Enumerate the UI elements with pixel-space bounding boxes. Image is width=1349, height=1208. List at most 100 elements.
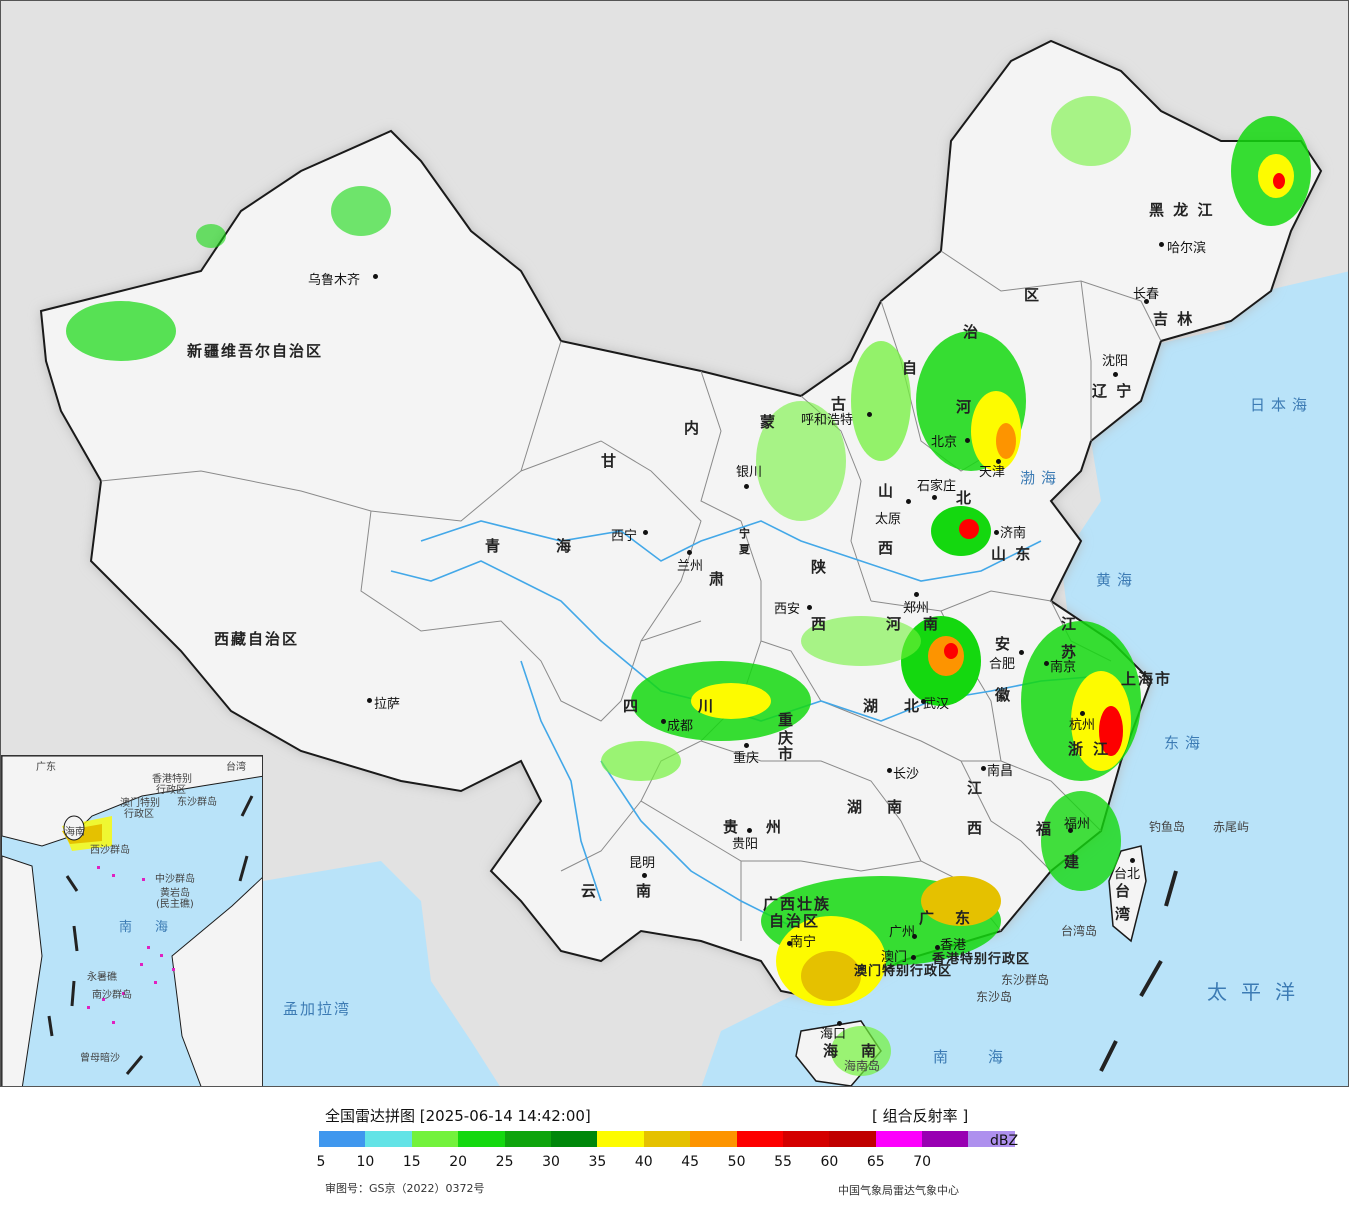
province-label-ningxia-1: 宁 bbox=[739, 527, 752, 540]
echo-xinjiang bbox=[66, 186, 391, 361]
province-borders bbox=[100, 250, 1162, 941]
city-label-taiyuan[interactable]: 太原 bbox=[875, 512, 902, 527]
province-label-meng: 蒙 bbox=[760, 413, 778, 431]
inset-label-dongsha: 东沙群岛 bbox=[177, 797, 217, 808]
tick-label: 20 bbox=[449, 1154, 468, 1170]
island-label-dongsha-island: 东沙岛 bbox=[976, 990, 1013, 1004]
province-label-liaoning: 辽 宁 bbox=[1092, 382, 1134, 400]
city-dot-fuzhou bbox=[1068, 828, 1073, 833]
province-label-guangdong-2: 东 bbox=[955, 909, 973, 927]
tick-label: 65 bbox=[866, 1154, 885, 1170]
province-label-anhui-2: 徽 bbox=[995, 686, 1013, 704]
sea-east bbox=[701, 301, 1348, 1086]
province-label-chongqing-2: 庆 bbox=[778, 729, 796, 747]
province-label-henan-2: 南 bbox=[923, 615, 941, 633]
city-label-nanning[interactable]: 南宁 bbox=[790, 935, 817, 950]
south-china-sea-inset[interactable]: 广东 台湾 香港特别 行政区 澳门特别 行政区 海南 西沙群岛 中沙群岛 黄岩岛… bbox=[1, 755, 263, 1086]
city-label-chongqing[interactable]: 重庆 bbox=[733, 751, 760, 766]
mosaic-title: 全国雷达拼图 [2025-06-14 14:42:00] bbox=[325, 1107, 591, 1125]
tick-label: 25 bbox=[495, 1154, 514, 1170]
city-dot-tianjin bbox=[996, 459, 1001, 464]
province-label-henan-1: 河 bbox=[886, 615, 904, 633]
city-label-lanzhou[interactable]: 兰州 bbox=[677, 559, 704, 574]
province-label-taiwan-2: 湾 bbox=[1115, 905, 1133, 923]
legend-panel: 全国雷达拼图 [2025-06-14 14:42:00] [ 组合反射率 ] d… bbox=[0, 1087, 1349, 1208]
island-label-hainan: 海南岛 bbox=[844, 1059, 881, 1073]
city-dot-guangzhou bbox=[912, 934, 917, 939]
city-label-lhasa[interactable]: 拉萨 bbox=[374, 697, 401, 712]
province-label-hainan-1: 海 bbox=[823, 1042, 841, 1060]
province-label-hunan-2: 南 bbox=[887, 798, 905, 816]
island-label-diaoyu: 钓鱼岛 bbox=[1149, 820, 1186, 834]
city-dot-kunming bbox=[642, 873, 647, 878]
province-label-sichuan-2: 川 bbox=[698, 697, 716, 715]
city-label-nanchang[interactable]: 南昌 bbox=[987, 764, 1014, 779]
city-label-yinchuan[interactable]: 银川 bbox=[736, 465, 763, 480]
inset-canvas bbox=[2, 756, 262, 1086]
city-label-tianjin[interactable]: 天津 bbox=[979, 465, 1006, 480]
province-label-zhi: 治 bbox=[963, 323, 981, 341]
province-label-gu: 古 bbox=[831, 395, 849, 413]
tick-label: 10 bbox=[356, 1154, 375, 1170]
tick-label: 70 bbox=[913, 1154, 932, 1170]
city-label-hangzhou[interactable]: 杭州 bbox=[1069, 718, 1096, 733]
city-label-changchun[interactable]: 长春 bbox=[1133, 287, 1160, 302]
province-label-sichuan-1: 四 bbox=[623, 697, 641, 715]
inset-label-nan: 南 bbox=[119, 920, 133, 935]
province-label-macau: 澳门特别行政区 bbox=[854, 964, 953, 979]
inset-label-hainan: 海南 bbox=[65, 827, 85, 838]
city-label-urumqi[interactable]: 乌鲁木齐 bbox=[308, 273, 361, 288]
taiwan-island[interactable] bbox=[1108, 845, 1147, 943]
city-label-nanjing[interactable]: 南京 bbox=[1050, 660, 1077, 675]
city-label-fuzhou[interactable]: 福州 bbox=[1064, 817, 1091, 832]
city-label-hefei[interactable]: 合肥 bbox=[989, 657, 1016, 672]
province-label-qinghai-2: 海 bbox=[556, 537, 574, 555]
province-label-nei: 内 bbox=[684, 419, 702, 437]
city-label-mo[interactable]: 澳门 bbox=[881, 950, 908, 965]
city-label-kunming[interactable]: 昆明 bbox=[629, 856, 656, 871]
city-label-guiyang[interactable]: 贵阳 bbox=[732, 837, 759, 852]
province-label-ningxia-2: 夏 bbox=[739, 543, 752, 556]
city-label-hohhot[interactable]: 呼和浩特 bbox=[801, 413, 854, 428]
province-label-fujian-2: 建 bbox=[1064, 853, 1082, 871]
color-box-9 bbox=[736, 1131, 783, 1147]
city-label-shijiazhuang[interactable]: 石家庄 bbox=[917, 479, 957, 494]
city-label-zhengzhou[interactable]: 郑州 bbox=[903, 601, 930, 616]
city-label-haikou[interactable]: 海口 bbox=[820, 1027, 847, 1042]
inset-label-guangdong: 广东 bbox=[36, 762, 56, 773]
city-label-shenyang[interactable]: 沈阳 bbox=[1102, 354, 1129, 369]
city-dot-harbin bbox=[1159, 242, 1164, 247]
city-label-hk[interactable]: 香港 bbox=[940, 938, 967, 953]
echo-north-china bbox=[756, 331, 1026, 556]
city-label-harbin[interactable]: 哈尔滨 bbox=[1167, 241, 1207, 256]
island-label-chiwei: 赤尾屿 bbox=[1213, 820, 1250, 834]
city-dot-changchun bbox=[1144, 299, 1149, 304]
city-dot-beijing bbox=[965, 438, 970, 443]
tick-label: 50 bbox=[727, 1154, 746, 1170]
color-box-11 bbox=[829, 1131, 876, 1147]
tick-label: 45 bbox=[681, 1154, 700, 1170]
island-label-taiwan: 台湾岛 bbox=[1061, 924, 1098, 938]
city-label-chengdu[interactable]: 成都 bbox=[667, 719, 694, 734]
city-label-wuhan[interactable]: 武汉 bbox=[923, 697, 950, 712]
color-box-7 bbox=[643, 1131, 691, 1147]
city-label-beijing[interactable]: 北京 bbox=[931, 435, 958, 450]
province-label-gan: 甘 bbox=[601, 452, 619, 470]
city-dot-taiyuan bbox=[906, 499, 911, 504]
city-dot-lanzhou bbox=[687, 550, 692, 555]
province-label-guizhou-1: 贵 bbox=[723, 818, 741, 836]
city-label-xining[interactable]: 西宁 bbox=[611, 529, 638, 544]
city-label-jinan[interactable]: 济南 bbox=[1000, 526, 1027, 541]
city-dot-hefei bbox=[1019, 650, 1024, 655]
city-label-guangzhou[interactable]: 广州 bbox=[889, 925, 916, 940]
city-label-changsha[interactable]: 长沙 bbox=[893, 767, 920, 782]
color-box-2 bbox=[411, 1131, 459, 1147]
city-dot-chongqing bbox=[744, 743, 749, 748]
city-label-xian[interactable]: 西安 bbox=[774, 602, 801, 617]
city-dot-wuhan bbox=[921, 699, 926, 704]
sea-label-pacific: 太平洋 bbox=[1207, 980, 1309, 1004]
sea-label-bohai: 渤海 bbox=[1020, 469, 1063, 487]
inset-label-xisha: 西沙群岛 bbox=[90, 845, 130, 856]
map-panel[interactable]: 新疆维吾尔自治区 西藏自治区 青 海 甘 肃 内 蒙 古 自 治 区 黑 龙 江… bbox=[0, 0, 1349, 1087]
city-label-taipei[interactable]: 台北 bbox=[1114, 867, 1141, 882]
